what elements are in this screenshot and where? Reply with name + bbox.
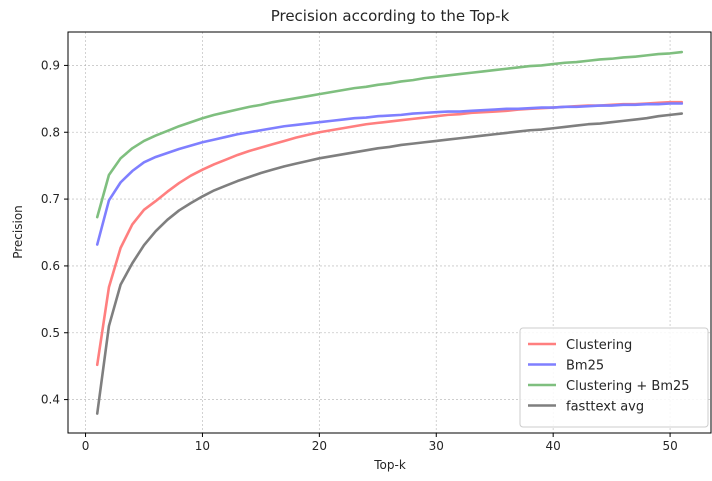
series-line-fasttext-avg bbox=[95, 112, 684, 415]
series-line-clustering bbox=[95, 100, 684, 367]
x-tick-label: 20 bbox=[312, 439, 327, 453]
x-tick-label: 30 bbox=[429, 439, 444, 453]
y-axis-label: Precision bbox=[11, 205, 25, 259]
legend-box bbox=[519, 327, 709, 428]
legend-label-bm25: Bm25 bbox=[566, 359, 604, 374]
series-line-clustering-bm25 bbox=[95, 50, 684, 219]
y-tick-label: 0.9 bbox=[41, 58, 60, 72]
series-line-bm25 bbox=[95, 102, 684, 246]
x-tick-label: 0 bbox=[82, 439, 90, 453]
legend-label-clustering-bm25: Clustering + Bm25 bbox=[566, 379, 690, 394]
x-tick-label: 40 bbox=[546, 439, 561, 453]
grid-layer bbox=[68, 32, 711, 433]
y-tick-label: 0.7 bbox=[41, 192, 60, 206]
y-tick-label: 0.8 bbox=[41, 125, 60, 139]
x-axis-label: Top-k bbox=[373, 458, 406, 472]
y-tick-label: 0.4 bbox=[41, 393, 60, 407]
ticks-layer: 0 10 20 30 40 50 0.4 0.5 0.6 0.7 0.8 0.9 bbox=[41, 58, 678, 453]
y-tick-label: 0.5 bbox=[41, 326, 60, 340]
legend-label-fasttext-avg: fasttext avg bbox=[566, 400, 644, 415]
plot-frame bbox=[67, 31, 712, 434]
series-layer bbox=[95, 50, 684, 415]
x-tick-label: 10 bbox=[195, 439, 210, 453]
legend-label-clustering: Clustering bbox=[566, 338, 632, 353]
chart-title: Precision according to the Top-k bbox=[271, 7, 510, 25]
legend: Clustering Bm25 Clustering + Bm25 fasttext … bbox=[519, 327, 709, 428]
x-tick-label: 50 bbox=[662, 439, 677, 453]
y-tick-label: 0.6 bbox=[41, 259, 60, 273]
